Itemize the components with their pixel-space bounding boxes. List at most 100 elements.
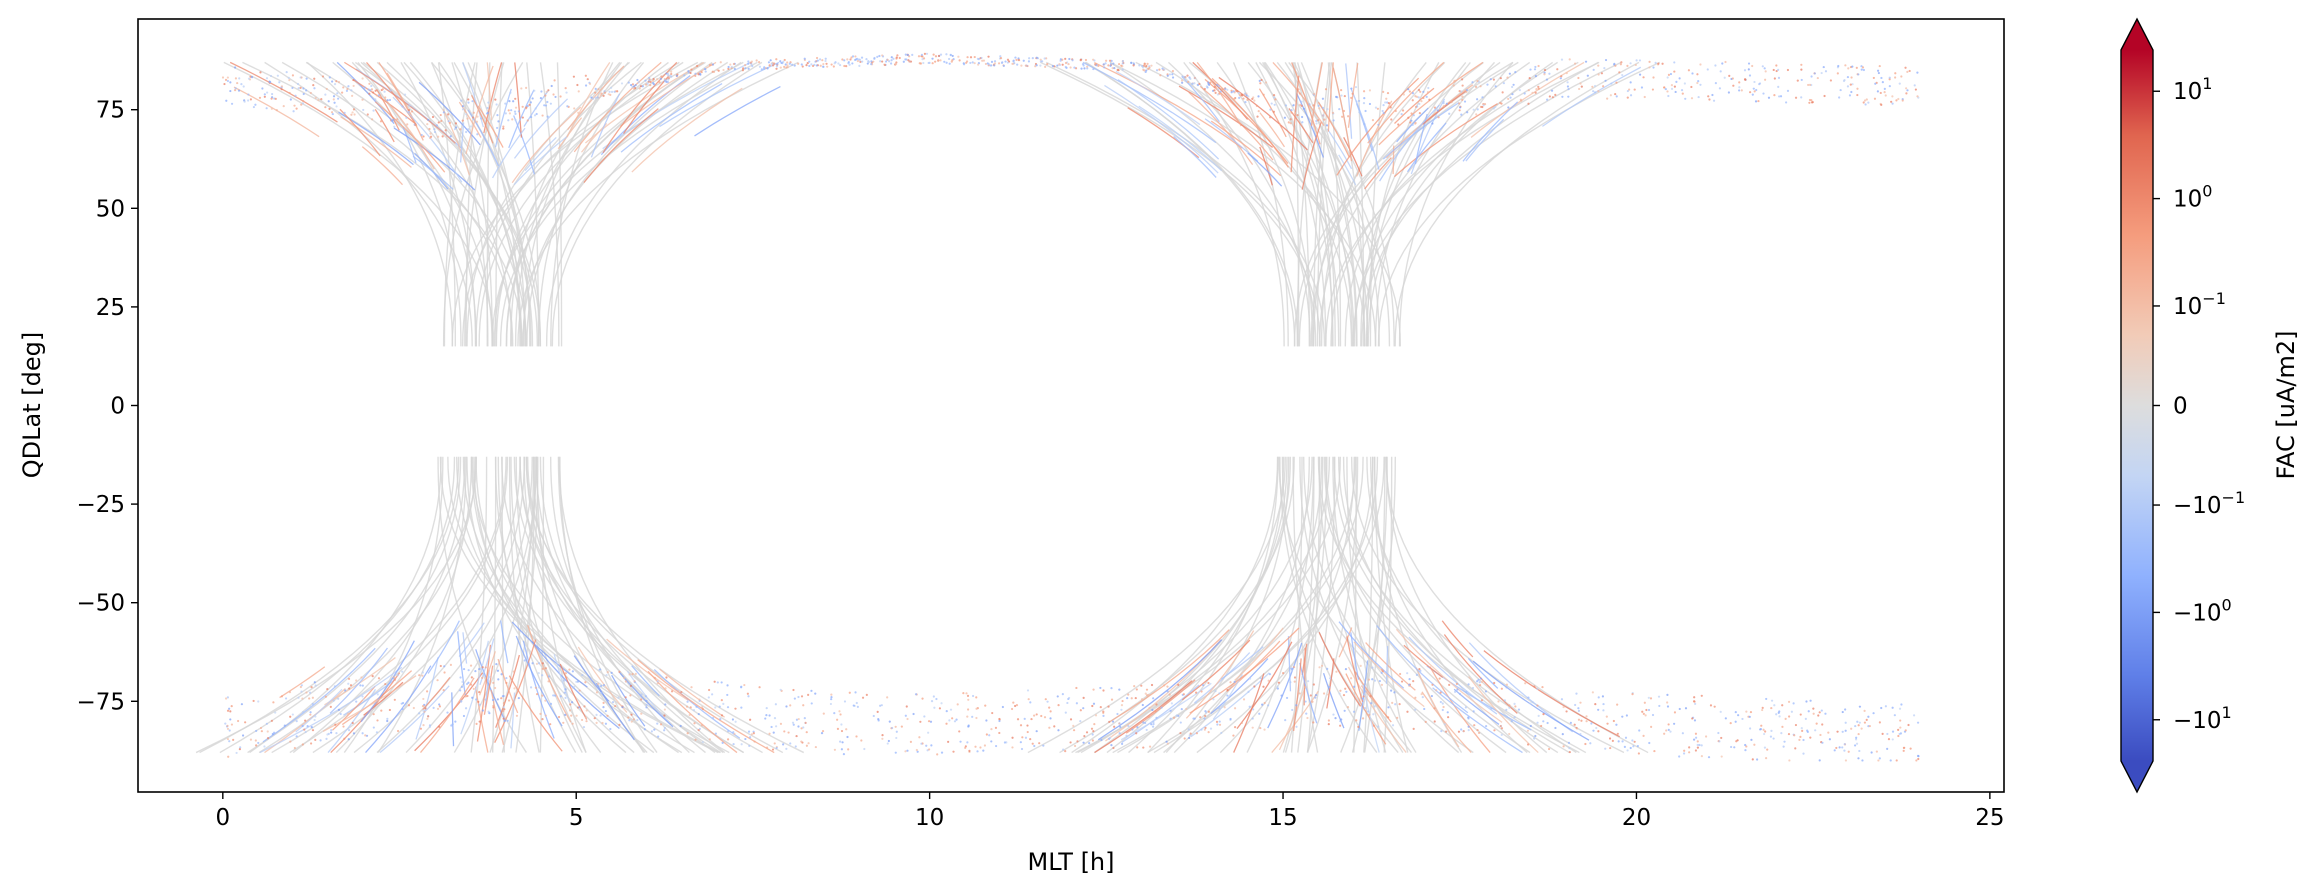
data-point — [815, 64, 818, 67]
data-point — [833, 748, 836, 751]
data-point — [1426, 91, 1430, 94]
data-point — [380, 709, 383, 712]
data-point — [324, 106, 327, 109]
data-point — [1062, 748, 1065, 751]
data-point — [1535, 87, 1538, 91]
data-point — [1046, 63, 1049, 66]
data-point — [1024, 64, 1027, 67]
data-point — [1166, 690, 1169, 693]
data-point — [428, 725, 431, 728]
data-point — [1836, 730, 1839, 733]
data-point — [966, 741, 969, 744]
data-point — [1626, 96, 1629, 99]
data-point — [1567, 741, 1571, 744]
data-track-segment — [623, 75, 670, 135]
data-point — [1183, 737, 1186, 740]
data-point — [722, 68, 725, 72]
data-point — [454, 126, 458, 129]
data-point — [1548, 95, 1551, 98]
data-point — [1357, 725, 1360, 728]
data-point — [1391, 724, 1395, 727]
data-point — [549, 723, 552, 726]
data-track-segment — [1408, 636, 1498, 715]
data-point — [1707, 756, 1711, 759]
data-point — [595, 721, 598, 724]
data-point — [1120, 742, 1124, 745]
data-point — [1102, 714, 1105, 717]
data-point — [1781, 704, 1784, 707]
plot-background — [138, 19, 2004, 792]
data-point — [1414, 122, 1417, 125]
data-point — [766, 746, 769, 749]
data-point — [966, 56, 969, 59]
data-point — [223, 82, 226, 86]
data-point — [1126, 697, 1129, 700]
data-point — [945, 722, 948, 725]
data-track-segment — [602, 61, 678, 154]
data-point — [559, 695, 562, 698]
data-point — [1092, 730, 1095, 733]
data-point — [320, 98, 323, 101]
data-point — [775, 746, 778, 750]
data-point — [431, 115, 435, 119]
data-point — [1467, 725, 1470, 728]
data-point — [263, 95, 266, 98]
data-point — [854, 691, 857, 694]
data-point — [1770, 706, 1773, 710]
data-point — [1844, 729, 1847, 732]
data-point — [855, 701, 858, 705]
data-point — [1350, 677, 1353, 680]
y-tick-label: −50 — [76, 591, 125, 617]
data-point — [1857, 732, 1860, 736]
data-point — [1748, 74, 1752, 77]
data-point — [547, 680, 550, 683]
data-point — [510, 109, 513, 112]
data-point — [265, 77, 269, 80]
data-point — [1666, 701, 1669, 704]
data-point — [421, 705, 425, 708]
data-point — [1733, 746, 1736, 749]
data-point — [1218, 723, 1222, 726]
data-track — [1360, 61, 1467, 347]
data-track-segment — [515, 635, 563, 727]
data-point — [442, 688, 445, 692]
data-track — [515, 456, 587, 753]
data-point — [1554, 726, 1557, 730]
data-track — [1352, 61, 1622, 347]
data-point — [1819, 733, 1822, 737]
data-point — [1729, 745, 1733, 749]
data-point — [369, 89, 372, 92]
data-point — [1293, 111, 1297, 115]
data-point — [974, 745, 977, 748]
data-point — [1072, 729, 1076, 732]
data-point — [670, 70, 673, 73]
data-point — [810, 689, 813, 692]
data-track-segment — [508, 89, 535, 149]
data-point — [621, 706, 624, 709]
data-point — [1543, 73, 1546, 76]
data-point — [1258, 712, 1261, 715]
data-point — [1862, 68, 1866, 72]
data-point — [1370, 702, 1373, 705]
data-track-segment — [694, 85, 781, 137]
data-point — [1113, 725, 1116, 728]
data-point — [935, 697, 938, 701]
data-point — [283, 724, 286, 727]
data-point — [1406, 672, 1409, 675]
data-point — [331, 80, 334, 83]
data-point — [367, 88, 370, 91]
data-point — [981, 59, 984, 62]
data-point — [232, 738, 235, 741]
data-point — [299, 685, 302, 689]
data-point — [1455, 682, 1459, 685]
data-point — [1723, 76, 1726, 79]
data-point — [879, 60, 882, 63]
data-point — [1219, 90, 1222, 93]
data-point — [460, 99, 463, 102]
data-point — [1022, 59, 1025, 62]
data-point — [233, 89, 237, 92]
data-point — [273, 731, 276, 734]
data-point — [1166, 685, 1169, 688]
data-point — [1883, 91, 1886, 94]
data-point — [1001, 705, 1004, 709]
